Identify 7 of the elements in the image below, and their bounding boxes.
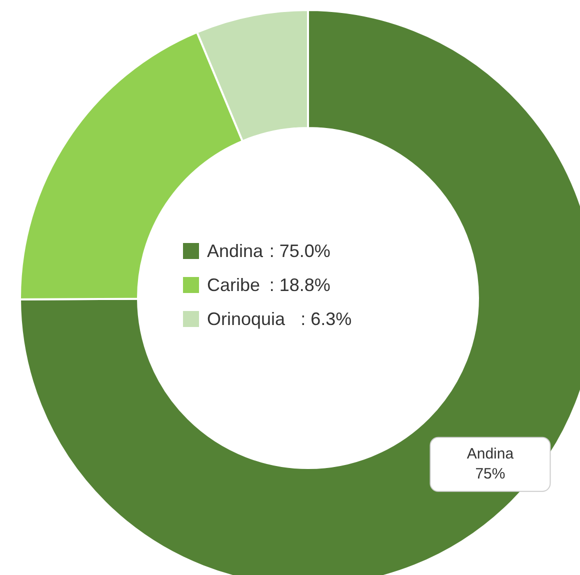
legend-label: Andina: [207, 241, 264, 261]
data-label: : 6.3%: [300, 309, 352, 329]
text: Andina 75%: [466, 445, 514, 482]
data-label: : 18.8%: [269, 275, 330, 295]
legend-label: Caribe: [207, 275, 260, 295]
data-label: : 75.0%: [269, 241, 330, 261]
legend-label: Orinoquia: [207, 309, 286, 329]
